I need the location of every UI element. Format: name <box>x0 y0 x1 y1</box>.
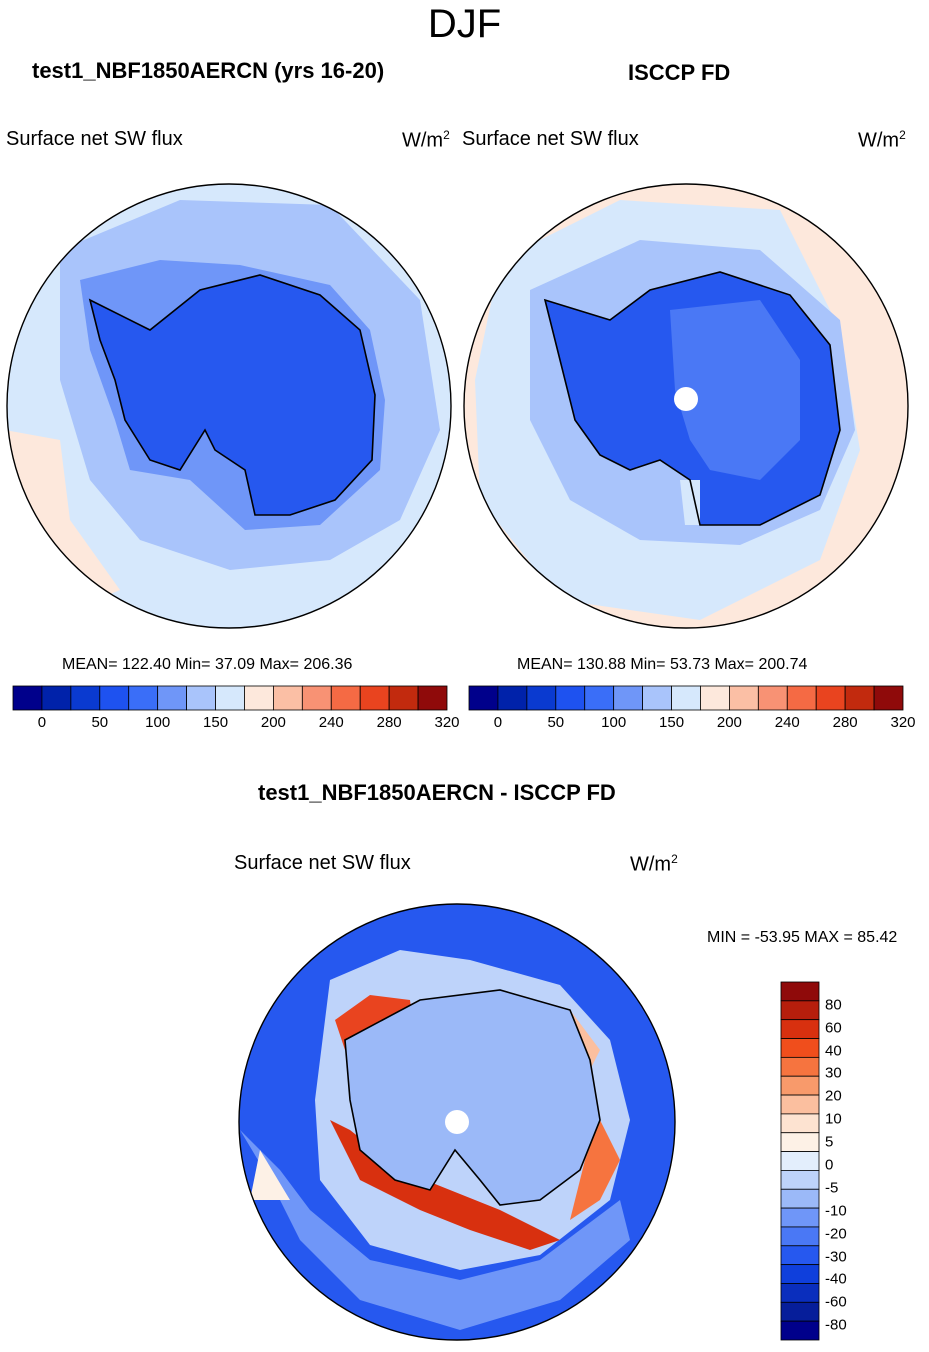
model-colorbar-tick-label: 50 <box>91 714 109 731</box>
model-variable-label: Surface net SW flux <box>6 128 183 150</box>
model-antarctica <box>90 275 375 515</box>
obs-colorbar-tick-label: 320 <box>890 714 916 731</box>
diff-colorbar-tick-label: 80 <box>825 996 842 1014</box>
model-colorbar-tick-label: 240 <box>318 714 344 731</box>
model-stats: MEAN= 122.40 Min= 37.09 Max= 206.36 <box>62 656 353 673</box>
model-colorbar-tick-label: 200 <box>260 714 286 731</box>
model-colorbar-tick-label: 0 <box>37 714 47 731</box>
diff-units-label: W/m2 <box>630 852 678 876</box>
model-panel-title: test1_NBF1850AERCN (yrs 16-20) <box>32 58 385 83</box>
obs-colorbar-tick-label: 50 <box>547 714 565 731</box>
model-colorbar-tick-label: 150 <box>203 714 229 731</box>
diff-colorbar-tick-label: -20 <box>825 1225 847 1243</box>
model-colorbar-tick-label: 280 <box>376 714 402 731</box>
model-map <box>7 184 451 628</box>
model-units-label: W/m2 <box>402 128 450 152</box>
obs-colorbar-tick-label: 100 <box>601 714 627 731</box>
diff-colorbar-tick-label: -60 <box>825 1293 847 1311</box>
diff-colorbar-tick-label: 10 <box>825 1110 842 1128</box>
diff-colorbar-tick-label: -10 <box>825 1202 847 1220</box>
diff-colorbar-tick-label: 5 <box>825 1133 834 1151</box>
diff-colorbar-tick-label: -5 <box>825 1179 839 1197</box>
diff-stats: MIN = -53.95 MAX = 85.42 <box>707 929 898 946</box>
diff-colorbar-tick-label: -30 <box>825 1248 847 1266</box>
diff-variable-label: Surface net SW flux <box>234 852 411 874</box>
obs-units-label: W/m2 <box>858 128 906 152</box>
figure-title: DJF <box>427 2 502 46</box>
obs-colorbar-tick-label: 280 <box>832 714 858 731</box>
obs-colorbar-tick-label: 240 <box>774 714 800 731</box>
diff-colorbar-tick-label: 20 <box>825 1087 842 1105</box>
diff-colorbar-tick-label: 30 <box>825 1064 842 1082</box>
diff-colorbar-tick-label: 40 <box>825 1042 842 1060</box>
diff-colorbar-tick-label: -40 <box>825 1270 847 1288</box>
obs-map <box>464 184 908 628</box>
model-colorbar-tick-label: 320 <box>434 714 460 731</box>
diff-colorbar-tick-label: 0 <box>825 1156 834 1174</box>
diff-colorbar-tick-label: -80 <box>825 1316 847 1334</box>
obs-stats: MEAN= 130.88 Min= 53.73 Max= 200.74 <box>517 656 808 673</box>
diff-panel-title: test1_NBF1850AERCN - ISCCP FD <box>258 780 616 805</box>
obs-panel-title: ISCCP FD <box>628 60 731 85</box>
obs-variable-label: Surface net SW flux <box>462 128 639 150</box>
diff-colorbar-tick-label: 60 <box>825 1019 842 1037</box>
diff-map <box>239 904 675 1340</box>
obs-colorbar-tick-label: 200 <box>716 714 742 731</box>
model-colorbar-tick-label: 100 <box>145 714 171 731</box>
obs-colorbar-tick-label: 0 <box>493 714 503 731</box>
obs-colorbar-tick-label: 150 <box>659 714 685 731</box>
